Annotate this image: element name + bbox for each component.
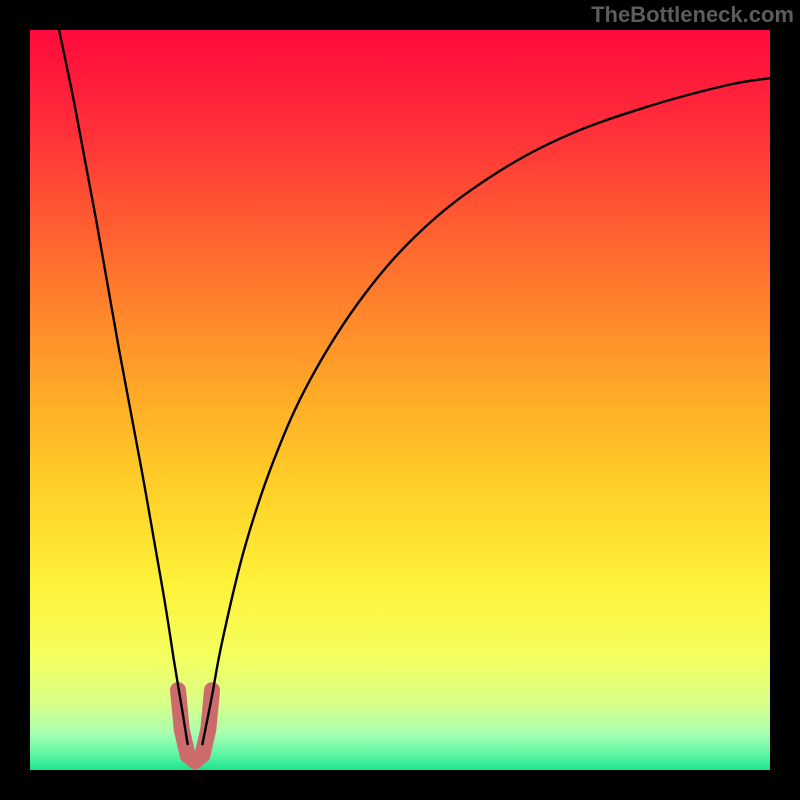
bottleneck-chart xyxy=(0,0,800,800)
chart-gradient-bg xyxy=(30,30,770,770)
chart-stage: TheBottleneck.com xyxy=(0,0,800,800)
